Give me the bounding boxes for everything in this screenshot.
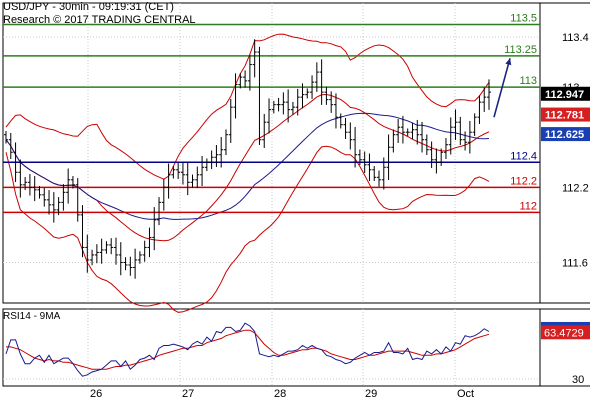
level-label-113: 113: [519, 75, 537, 87]
price-badge-bg: [541, 107, 590, 122]
level-label-112.4: 112.4: [510, 150, 537, 162]
level-label-113.25: 113.25: [504, 44, 537, 56]
x-tick-label: 29: [365, 388, 377, 400]
bollinger-lower-band: [5, 145, 490, 313]
y-tick-label: 112.2: [562, 182, 589, 194]
price-badge-112.947: 112.947: [545, 89, 584, 101]
projection-arrow-shaft: [493, 58, 511, 118]
rsi-badge-bg: [541, 325, 590, 340]
bollinger-middle-band: [5, 93, 490, 242]
x-tick-label: 27: [182, 388, 194, 400]
rsi-line: [5, 322, 490, 377]
level-label-112.2: 112.2: [510, 175, 537, 187]
rsi-panel-frame: [2, 308, 590, 387]
y-tick-label: 111.6: [562, 257, 588, 269]
bollinger-upper-band: [5, 33, 490, 180]
chart-copyright: Research © 2017 TRADING CENTRAL: [3, 14, 196, 26]
x-tick-label: 26: [90, 388, 102, 400]
rsi-badge-63.4729: 63.4729: [544, 327, 584, 339]
x-tick-label: Oct: [457, 388, 474, 400]
y-tick-label: 113.4: [562, 32, 589, 44]
price-panel-frame: [2, 2, 590, 304]
chart-title: USD/JPY - 30min - 09:19:31 (CET): [3, 1, 174, 13]
x-tick-label: 28: [274, 388, 286, 400]
price-badge-bg: [541, 86, 590, 101]
price-badge-112.781: 112.781: [545, 110, 584, 122]
level-label-112: 112: [519, 200, 537, 212]
level-label-113.5: 113.5: [510, 13, 537, 25]
price-badge-112.625: 112.625: [545, 129, 584, 141]
candles-group: [4, 39, 491, 279]
moving-average-line: [5, 112, 490, 220]
projection-arrowhead: [505, 58, 512, 66]
rsi-y-tick-label: 30: [572, 374, 584, 386]
rsi-ma-line: [6, 329, 490, 370]
rsi-panel-label: RSI14 - 9MA: [3, 311, 61, 322]
price-badge-bg: [541, 127, 590, 142]
